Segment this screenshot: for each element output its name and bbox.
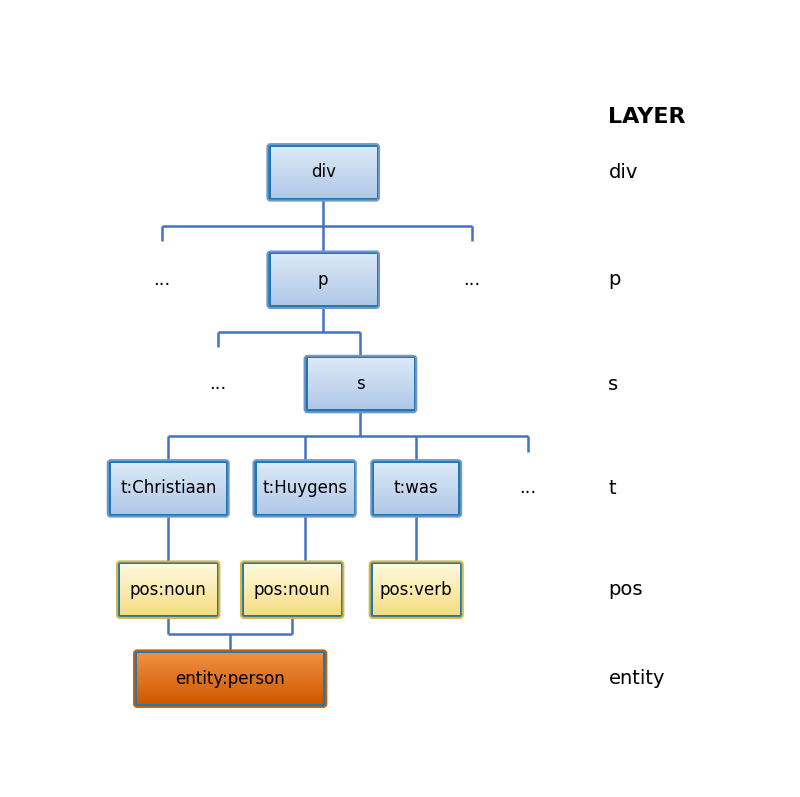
Text: ...: ... [519,480,537,497]
Text: LAYER: LAYER [608,107,686,127]
Text: ...: ... [463,271,481,289]
FancyBboxPatch shape [267,144,379,201]
FancyBboxPatch shape [371,460,461,516]
Text: t:was: t:was [394,480,438,497]
Text: t:Christiaan: t:Christiaan [120,480,216,497]
Text: div: div [608,163,638,182]
FancyBboxPatch shape [305,355,416,412]
FancyBboxPatch shape [370,561,462,618]
FancyBboxPatch shape [254,460,356,516]
FancyBboxPatch shape [117,561,219,618]
Text: p: p [318,271,329,289]
Text: entity:person: entity:person [175,669,285,688]
Text: pos:noun: pos:noun [254,581,330,599]
Text: ...: ... [154,271,170,289]
Text: pos:verb: pos:verb [380,581,453,599]
Text: p: p [608,270,621,289]
FancyBboxPatch shape [108,460,229,516]
Text: div: div [310,163,336,182]
Text: pos: pos [608,580,643,599]
Text: pos:noun: pos:noun [130,581,206,599]
FancyBboxPatch shape [267,252,379,308]
FancyBboxPatch shape [241,561,343,618]
Text: s: s [608,375,618,394]
FancyBboxPatch shape [134,650,326,707]
Text: t:Huygens: t:Huygens [262,480,347,497]
Text: ...: ... [209,375,226,393]
Text: t: t [608,479,616,498]
Text: entity: entity [608,669,665,688]
Text: s: s [356,375,365,393]
